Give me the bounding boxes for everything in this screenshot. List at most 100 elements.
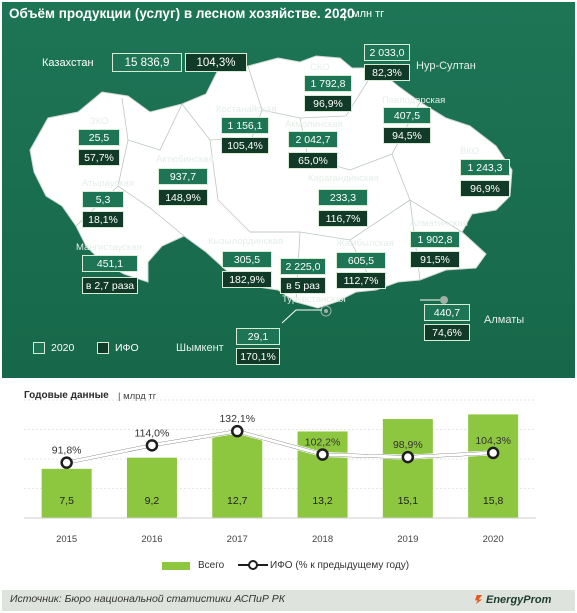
region-label-kyzylorda: Кызылординская xyxy=(208,236,284,247)
x-tick-2018: 2018 xyxy=(312,534,333,545)
x-tick-2015: 2015 xyxy=(56,534,77,545)
kazakhstan-label: Казахстан xyxy=(42,57,94,69)
ifo-point-2016 xyxy=(145,439,159,452)
ifo-line xyxy=(66,429,494,465)
region-ifo-almaty: 74,6% xyxy=(424,324,470,341)
region-ifo-almaty-obl: 91,5% xyxy=(410,251,460,268)
ifo-point-2018 xyxy=(316,448,329,461)
region-ifo-zhambyl: 112,7% xyxy=(336,272,386,289)
legend-label-ifo: ИФО xyxy=(115,342,139,354)
x-tick-2017: 2017 xyxy=(227,534,248,545)
region-value-kostanay: 1 156,1 xyxy=(221,117,269,134)
bar-2017 xyxy=(212,434,263,518)
region-label-aktobe: Актюбинская xyxy=(156,154,214,165)
bar-2019 xyxy=(382,419,433,518)
region-value-zhambyl: 605,5 xyxy=(336,252,386,269)
ifo-point-2019 xyxy=(401,450,415,464)
title-separator: | xyxy=(343,6,347,21)
x-tick-2020: 2020 xyxy=(483,534,504,545)
region-label-shymkent: Шымкент xyxy=(176,342,224,354)
region-label-zko: ЗКО xyxy=(90,116,109,127)
region-ifo-nursultan: 82,3% xyxy=(364,64,410,81)
region-value-pavlodar: 407,5 xyxy=(383,107,431,124)
shymkent-marker xyxy=(320,305,332,317)
legend-swatch-ifo-line xyxy=(238,560,268,570)
bar-2016 xyxy=(126,457,177,518)
region-label-pavlodar: Павлодарская xyxy=(382,95,446,106)
annual-unit: | млрд тг xyxy=(118,391,157,402)
region-value-sko: 1 792,8 xyxy=(304,75,352,92)
region-label-turkestan: Туркестанская xyxy=(282,294,346,305)
bar-2015 xyxy=(41,468,92,518)
ifo-point-2020 xyxy=(486,446,500,460)
region-ifo-karaganda: 116,7% xyxy=(318,210,368,227)
bar-label-2018: 13,2 xyxy=(312,495,333,507)
region-ifo-atyrau: 18,1% xyxy=(82,211,124,228)
legend-swatch-total xyxy=(162,562,190,570)
region-value-aktobe: 937,7 xyxy=(158,168,208,185)
region-label-vko: ВКО xyxy=(460,146,480,157)
title-unit: млн тг xyxy=(352,8,385,20)
legend-label-total: Всего xyxy=(198,560,225,571)
region-value-zko: 25,5 xyxy=(78,129,120,146)
region-label-zhambyl: Жамбылская xyxy=(336,238,394,249)
annual-chart: 7,5 2015 9,2 2016 12,7 2017 13,2 2018 15,1 2019 15… xyxy=(24,399,536,545)
region-ifo-turkestan: в 5 раз xyxy=(280,277,326,294)
legend-label-2020: 2020 xyxy=(51,342,75,354)
region-ifo-sko: 96,9% xyxy=(304,95,352,112)
region-value-karaganda: 233,3 xyxy=(318,189,368,206)
region-label-nursultan: Нур-Султан xyxy=(416,60,476,72)
ifo-label-2015: 91,8% xyxy=(52,445,82,457)
ifo-point-2017 xyxy=(231,424,244,438)
region-label-akmola: Акмолинская xyxy=(285,119,343,130)
region-ifo-akmola: 65,0% xyxy=(288,152,338,169)
region-label-almaty: Алматы xyxy=(484,314,525,326)
region-ifo-kyzylorda: 182,9% xyxy=(222,271,272,288)
page-title: Объём продукции (услуг) в лесном хозяйст… xyxy=(9,6,355,21)
region-value-almaty-obl: 1 902,8 xyxy=(410,231,460,248)
region-value-nursultan: 2 033,0 xyxy=(364,44,410,61)
legend-swatch-ifo xyxy=(97,342,109,354)
region-value-shymkent: 29,1 xyxy=(236,328,280,345)
region-ifo-mangistau: в 2,7 раза xyxy=(82,277,138,294)
bar-label-2016: 9,2 xyxy=(145,495,160,507)
region-ifo-pavlodar: 94,5% xyxy=(383,127,431,144)
ifo-label-2018: 102,2% xyxy=(305,437,341,449)
kazakhstan-ifo: 104,3% xyxy=(185,53,247,72)
region-label-karaganda: Карагандинская xyxy=(308,173,379,184)
source-text: Источник: Бюро национальной статистики А… xyxy=(10,593,285,605)
region-value-kyzylorda: 305,5 xyxy=(222,251,272,268)
bar-2020 xyxy=(468,414,519,518)
region-label-sko: СКО xyxy=(310,62,330,73)
ifo-label-2016: 114,0% xyxy=(135,427,170,439)
region-label-mangistau: Мангистауская xyxy=(76,242,142,253)
bar-label-2015: 7,5 xyxy=(59,495,74,507)
annual-title: Годовые данные xyxy=(24,390,109,401)
ifo-label-2019: 98,9% xyxy=(393,439,423,451)
bar-label-2017: 12,7 xyxy=(227,495,248,507)
region-ifo-shymkent: 170,1% xyxy=(236,348,280,365)
region-value-turkestan: 2 225,0 xyxy=(280,258,326,275)
bar-label-2019: 15,1 xyxy=(398,495,419,507)
bar-label-2020: 15,8 xyxy=(483,495,504,507)
kazakhstan-value: 15 836,9 xyxy=(112,53,182,72)
region-value-vko: 1 243,3 xyxy=(460,159,510,176)
ifo-point-2015 xyxy=(60,456,73,469)
ifo-label-2020: 104,3% xyxy=(475,435,511,447)
region-ifo-aktobe: 148,9% xyxy=(158,189,208,206)
region-value-almaty: 440,7 xyxy=(424,304,470,321)
region-value-atyrau: 5,3 xyxy=(82,191,124,208)
bar-2018 xyxy=(297,431,348,518)
almaty-marker xyxy=(440,296,448,304)
region-ifo-vko: 96,9% xyxy=(460,180,510,197)
region-ifo-kostanay: 105,4% xyxy=(221,137,269,154)
region-ifo-zko: 57,7% xyxy=(78,149,120,166)
region-label-atyrau: Атырауская xyxy=(82,178,134,189)
legend-swatch-2020 xyxy=(33,342,45,354)
ifo-label-2017: 132,1% xyxy=(219,413,255,425)
legend-label-ifo-line: ИФО (% к предыдущему году) xyxy=(270,560,410,571)
footer xyxy=(2,590,575,611)
energyprom-logo-icon xyxy=(475,595,483,604)
region-label-kostanay: Костанайская xyxy=(216,104,277,115)
